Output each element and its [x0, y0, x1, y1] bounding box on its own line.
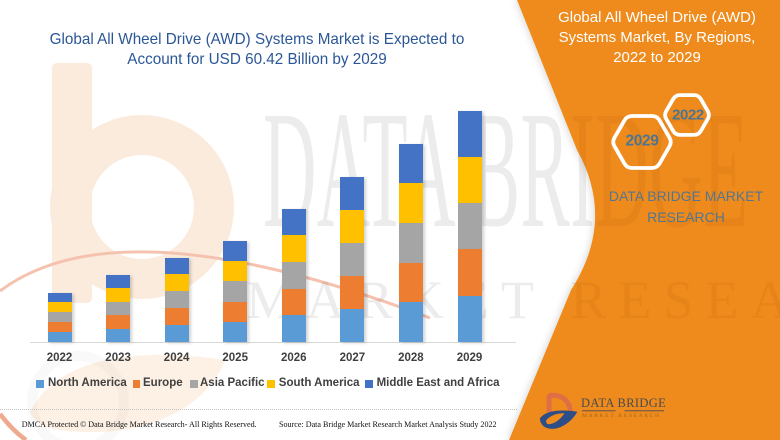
svg-text:DATA BRIDGE: DATA BRIDGE [263, 77, 749, 263]
svg-text:2029: 2029 [626, 133, 660, 150]
svg-text:2022: 2022 [672, 107, 704, 124]
